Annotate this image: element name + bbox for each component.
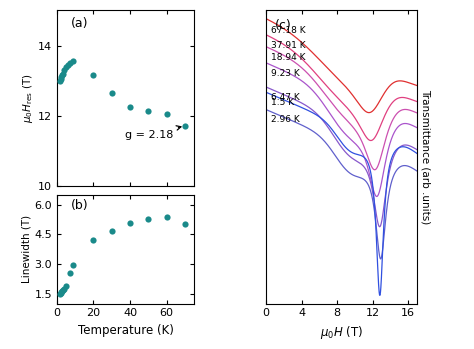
Point bbox=[90, 237, 97, 243]
Point bbox=[58, 74, 65, 80]
Point bbox=[90, 73, 97, 78]
Point bbox=[60, 287, 67, 292]
Point bbox=[62, 283, 70, 289]
Point bbox=[70, 59, 77, 64]
Point bbox=[60, 67, 68, 73]
Y-axis label: Transmittance (arb .units): Transmittance (arb .units) bbox=[421, 89, 431, 225]
Point bbox=[126, 104, 134, 110]
Point bbox=[60, 286, 68, 291]
Text: 6.47 K: 6.47 K bbox=[271, 93, 300, 102]
Point bbox=[126, 221, 134, 226]
Text: g = 2.18: g = 2.18 bbox=[125, 126, 181, 140]
Point bbox=[59, 73, 66, 78]
Text: 2.96 K: 2.96 K bbox=[271, 116, 300, 125]
Point bbox=[58, 289, 65, 295]
Text: 67.18 K: 67.18 K bbox=[271, 25, 305, 35]
Point bbox=[60, 71, 67, 76]
Point bbox=[108, 229, 116, 234]
Point bbox=[64, 62, 72, 68]
Point bbox=[59, 288, 66, 294]
Point bbox=[145, 217, 152, 222]
Y-axis label: $\mu_0H_{\rm res}$ (T): $\mu_0H_{\rm res}$ (T) bbox=[21, 73, 35, 123]
Y-axis label: Linewidth (T): Linewidth (T) bbox=[21, 215, 31, 283]
Text: 18.94 K: 18.94 K bbox=[271, 53, 305, 62]
Point bbox=[108, 90, 116, 96]
Point bbox=[163, 111, 171, 117]
Text: (c): (c) bbox=[275, 19, 292, 32]
Point bbox=[62, 65, 70, 70]
Point bbox=[66, 270, 73, 276]
Text: 1.5 K: 1.5 K bbox=[271, 98, 294, 107]
Text: (b): (b) bbox=[71, 199, 88, 212]
Point bbox=[56, 78, 64, 83]
Point bbox=[181, 123, 189, 128]
Text: 9.23 K: 9.23 K bbox=[271, 69, 300, 78]
Text: (a): (a) bbox=[71, 17, 88, 30]
X-axis label: Temperature (K): Temperature (K) bbox=[78, 324, 173, 337]
Point bbox=[70, 262, 77, 268]
Point bbox=[66, 60, 73, 66]
Point bbox=[181, 222, 189, 227]
X-axis label: $\mu_0H$ (T): $\mu_0H$ (T) bbox=[320, 324, 363, 341]
Text: 37.91 K: 37.91 K bbox=[271, 42, 305, 51]
Point bbox=[145, 108, 152, 113]
Point bbox=[57, 290, 64, 296]
Point bbox=[163, 215, 171, 220]
Point bbox=[56, 291, 64, 297]
Point bbox=[57, 76, 64, 82]
